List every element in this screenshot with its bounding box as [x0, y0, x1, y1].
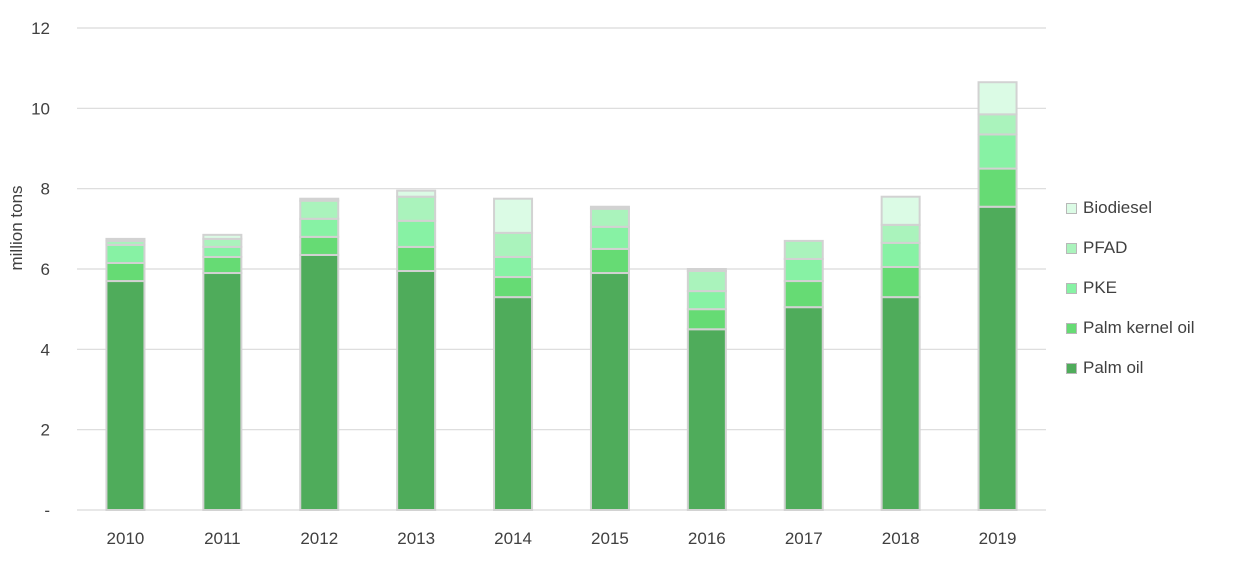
bar-segment	[783, 280, 824, 309]
legend-swatch	[1066, 202, 1077, 214]
bar-stack-2011	[202, 233, 243, 511]
bar-segment	[105, 261, 146, 283]
legend: Biodiesel PFAD PKE Palm kernel oil Palm oil	[1066, 188, 1234, 388]
bar-segment	[589, 207, 630, 228]
bar-segment	[299, 253, 340, 511]
bar-segment	[493, 296, 534, 511]
bar-segment	[299, 217, 340, 238]
bar-segment	[202, 233, 243, 240]
bar-segment	[202, 237, 243, 248]
bar-segment	[880, 296, 921, 511]
bar-segment	[686, 268, 727, 273]
bar-segment	[105, 243, 146, 264]
legend-item: PFAD	[1066, 228, 1234, 268]
y-axis-title: million tons	[7, 185, 26, 270]
bar-segment	[783, 306, 824, 511]
bar-segment	[396, 245, 437, 273]
bar-stack-2017	[783, 239, 824, 511]
legend-swatch	[1066, 322, 1077, 334]
bar-segment	[105, 280, 146, 511]
bar-segment	[202, 272, 243, 511]
bar-segment	[589, 272, 630, 511]
bar-segment	[977, 113, 1018, 136]
legend-item: Biodiesel	[1066, 188, 1234, 228]
bar-segment	[977, 205, 1018, 511]
bar-segment	[880, 223, 921, 244]
bar-segment	[686, 308, 727, 331]
bar-segment	[783, 257, 824, 283]
legend-label: PFAD	[1083, 238, 1128, 257]
x-tick-label: 2013	[397, 529, 435, 548]
x-tick-label: 2017	[785, 529, 823, 548]
bar-segment	[202, 255, 243, 275]
bar-segment	[783, 239, 824, 260]
bar-segment	[493, 231, 534, 258]
x-tick-label: 2019	[979, 529, 1017, 548]
x-tick-label: 2016	[688, 529, 726, 548]
bar-segment	[299, 197, 340, 202]
bar-segment	[493, 197, 534, 234]
bar-stack-2015	[589, 205, 630, 511]
legend-item: Palm oil	[1066, 348, 1234, 388]
bar-segment	[589, 205, 630, 210]
x-tick-label: 2010	[107, 529, 145, 548]
x-tick-label: 2011	[204, 529, 241, 548]
bar-stack-2018	[880, 195, 921, 511]
bar-stack-2010	[105, 237, 146, 511]
bar-segment	[396, 270, 437, 511]
bar-segment	[396, 189, 437, 198]
bar-segment	[880, 195, 921, 226]
bar-segment	[686, 328, 727, 511]
bar-segment	[202, 245, 243, 258]
bar-stack-2013	[396, 189, 437, 511]
bar-segment	[880, 241, 921, 268]
bars	[105, 81, 1018, 511]
bar-stack-2019	[977, 81, 1018, 511]
x-tick-label: 2012	[300, 529, 338, 548]
legend-label: Palm kernel oil	[1083, 318, 1195, 337]
y-tick-label: -	[44, 501, 50, 520]
bar-segment	[396, 195, 437, 222]
y-tick-label: 4	[41, 340, 50, 359]
bar-segment	[493, 255, 534, 279]
y-tick-label: 6	[41, 260, 50, 279]
legend-item: PKE	[1066, 268, 1234, 308]
bar-segment	[299, 199, 340, 220]
bar-segment	[105, 237, 146, 242]
bar-segment	[686, 290, 727, 311]
y-tick-label: 10	[31, 99, 50, 118]
y-tick-label: 2	[41, 421, 50, 440]
bar-stack-2014	[493, 197, 534, 511]
bar-segment	[977, 81, 1018, 116]
bar-segment	[589, 247, 630, 275]
bar-stack-2012	[299, 197, 340, 511]
legend-swatch	[1066, 282, 1077, 294]
x-tick-label: 2015	[591, 529, 629, 548]
legend-swatch	[1066, 362, 1077, 374]
legend-swatch	[1066, 242, 1077, 254]
legend-label: PKE	[1083, 278, 1118, 297]
legend-item: Palm kernel oil	[1066, 308, 1234, 348]
bar-segment	[299, 235, 340, 256]
x-tick-labels: 2010 2011 2012 2013 2014 2015 2016 2017 2018 2019	[107, 529, 1017, 548]
legend-label: Palm oil	[1083, 358, 1144, 377]
x-tick-label: 2018	[882, 529, 920, 548]
bar-segment	[977, 133, 1018, 170]
x-tick-label: 2014	[494, 529, 532, 548]
bar-stack-2016	[686, 268, 727, 511]
bar-segment	[880, 265, 921, 299]
bar-segment	[493, 276, 534, 299]
legend-label: Biodiesel	[1083, 198, 1152, 217]
bar-segment	[686, 270, 727, 293]
bar-segment	[977, 167, 1018, 208]
y-tick-label: 8	[41, 180, 50, 199]
y-tick-labels: - 2 4 6 8 10 12	[31, 19, 50, 520]
bar-segment	[589, 225, 630, 250]
bar-segment	[396, 219, 437, 248]
y-tick-label: 12	[31, 19, 50, 38]
